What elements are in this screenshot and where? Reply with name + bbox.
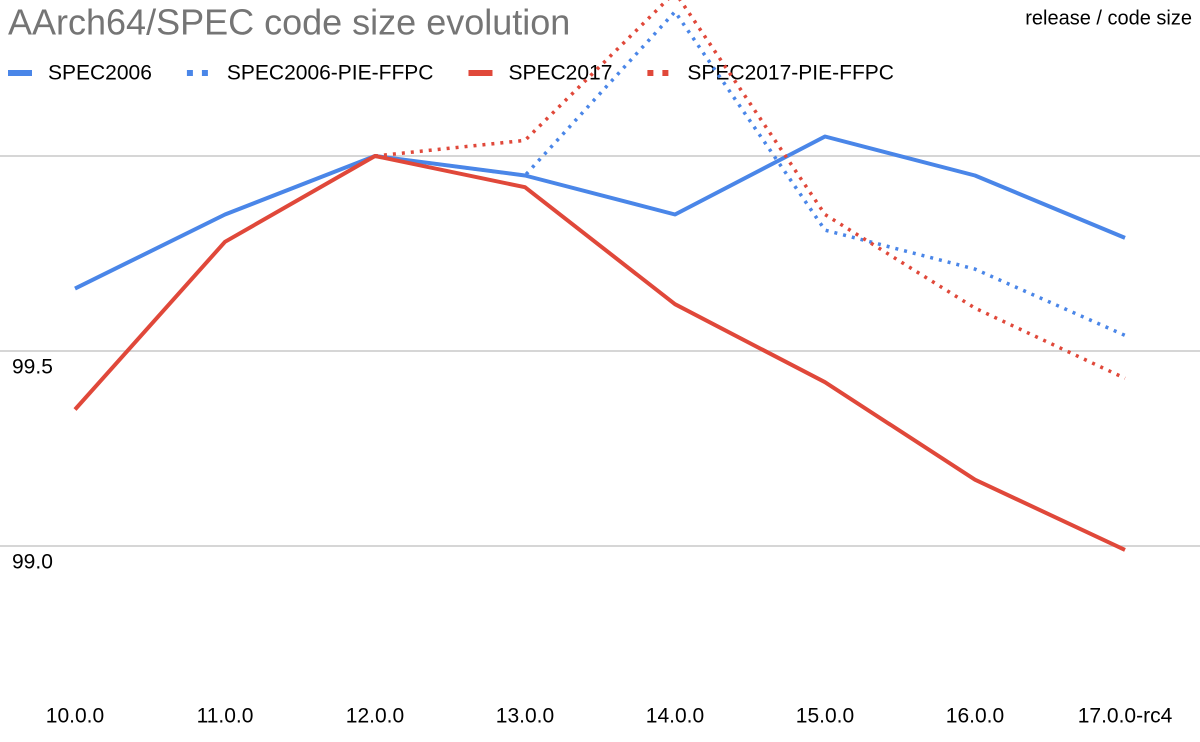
legend-label: SPEC2006 [48,62,152,85]
grid: 99.0 99.5 10.0.0 11.0.0 12.0.0 13.0.0 14.0.0 15… [0,155,1200,728]
axis-label: release / code size [1025,7,1192,29]
x-tick-label: 15.0.0 [796,705,854,728]
series-line [374,9,1126,338]
x-tick-label: 17.0.0-rc4 [1078,705,1173,728]
x-tick-label: 11.0.0 [197,705,254,728]
y-tick-label: 99.5 [12,356,53,379]
x-tick-label: 13.0.0 [496,705,554,728]
series-line [74,134,1126,291]
series-line [374,0,1126,380]
x-tick-label: 12.0.0 [346,705,404,728]
legend-label: SPEC2017 [508,62,612,85]
x-tick-label: 10.0.0 [46,705,104,728]
chart-title: AArch64/SPEC code size evolution [8,2,570,43]
legend: SPEC2006 SPEC2006-PIE-FFPC SPEC2017 SPEC201… [8,62,894,85]
legend-label: SPEC2017-PIE-FFPC [687,62,894,85]
legend-label: SPEC2006-PIE-FFPC [227,62,434,85]
series-line [73,154,1126,552]
x-tick-label: 16.0.0 [946,705,1004,728]
y-tick-label: 99.0 [12,551,53,574]
lines [73,0,1126,552]
x-tick-label: 14.0.0 [646,705,704,728]
